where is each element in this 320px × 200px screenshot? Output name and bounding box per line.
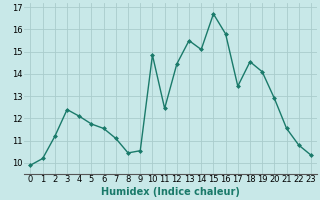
X-axis label: Humidex (Indice chaleur): Humidex (Indice chaleur) [101,187,240,197]
